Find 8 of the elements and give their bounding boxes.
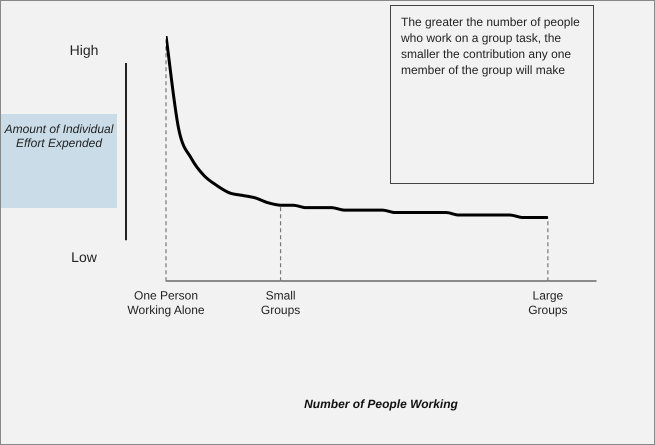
annotation: The greater the number of people who work on a group task, the smaller the contribution any one member of the group will make — [390, 5, 594, 184]
y-axis-title: Amount of Individual Effort Expended — [1, 114, 117, 208]
x-tick-label: Large Groups — [528, 288, 568, 318]
text: Number of People Working — [303, 397, 459, 411]
x-tick-label: One Person Working Alone — [127, 288, 205, 318]
x-tick-label: Small Groups — [260, 288, 300, 318]
text: High — [70, 42, 98, 58]
text: Low — [71, 249, 98, 266]
